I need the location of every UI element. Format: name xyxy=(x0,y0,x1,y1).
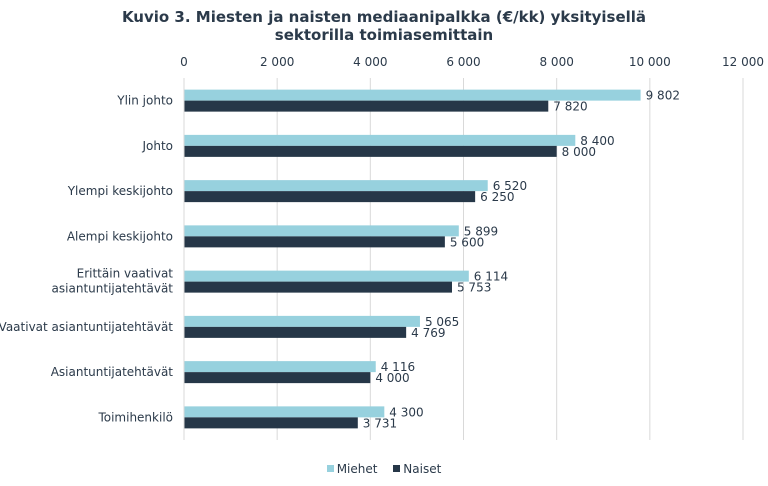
data-label: 4 300 xyxy=(389,405,423,419)
category-label: Ylempi keskijohto xyxy=(67,184,173,198)
bar-miehet xyxy=(184,270,469,282)
category-label: Alempi keskijohto xyxy=(67,229,173,243)
x-tick-label: 6 000 xyxy=(446,55,480,69)
data-label: 5 065 xyxy=(425,315,459,329)
data-label: 4 116 xyxy=(381,360,415,374)
data-label: 8 400 xyxy=(580,134,614,148)
category-label: Asiantuntijatehtävät xyxy=(51,365,174,379)
category-label: Erittäin vaativat asiantuntijatehtävät xyxy=(52,267,174,296)
data-label: 6 250 xyxy=(480,190,514,204)
data-label: 6 520 xyxy=(493,179,527,193)
bar-miehet xyxy=(184,134,576,146)
bar-naiset xyxy=(184,326,407,338)
x-tick-label: 0 xyxy=(180,55,188,69)
bar-miehet xyxy=(184,225,459,237)
legend-item-miehet: Miehet xyxy=(326,462,378,476)
data-label: 3 731 xyxy=(363,416,397,430)
bar-miehet xyxy=(184,180,488,192)
bar-naiset xyxy=(184,100,549,112)
legend-label-naiset: Naiset xyxy=(403,462,442,476)
bar-naiset xyxy=(184,372,371,384)
bar-naiset xyxy=(184,417,358,429)
category-label: Johto xyxy=(141,139,173,153)
bar-miehet xyxy=(184,89,641,101)
x-tick-label: 4 000 xyxy=(353,55,387,69)
category-label: Toimihenkilö xyxy=(97,410,173,424)
legend-label-miehet: Miehet xyxy=(336,462,378,476)
data-label: 8 000 xyxy=(562,145,596,159)
x-tick-label: 8 000 xyxy=(539,55,573,69)
legend-item-naiset: Naiset xyxy=(393,462,441,476)
legend-swatch-miehet xyxy=(326,465,334,472)
category-label: Ylin johto xyxy=(116,94,173,108)
data-label: 4 769 xyxy=(411,326,445,340)
data-label: 5 899 xyxy=(464,224,498,238)
data-label: 6 114 xyxy=(474,270,508,284)
bar-miehet xyxy=(184,406,385,418)
data-label: 4 000 xyxy=(375,371,409,385)
legend-swatch-naiset xyxy=(393,465,401,472)
data-label: 5 753 xyxy=(457,281,491,295)
x-tick-label: 10 000 xyxy=(629,55,671,69)
bar-naiset xyxy=(184,236,445,248)
data-label: 9 802 xyxy=(646,89,680,103)
chart-title: Kuvio 3. Miesten ja naisten mediaanipalk… xyxy=(121,8,647,44)
x-tick-label: 12 000 xyxy=(722,55,764,69)
bar-naiset xyxy=(184,145,557,157)
x-tick-label: 2 000 xyxy=(260,55,294,69)
legend: Miehet Naiset xyxy=(0,462,768,476)
bar-naiset xyxy=(184,191,476,203)
bar-miehet xyxy=(184,315,420,327)
data-label: 7 820 xyxy=(553,100,587,114)
data-label: 5 600 xyxy=(450,235,484,249)
category-label: Vaativat asiantuntijatehtävät xyxy=(0,320,173,334)
bar-naiset xyxy=(184,281,452,293)
bar-miehet xyxy=(184,361,376,373)
